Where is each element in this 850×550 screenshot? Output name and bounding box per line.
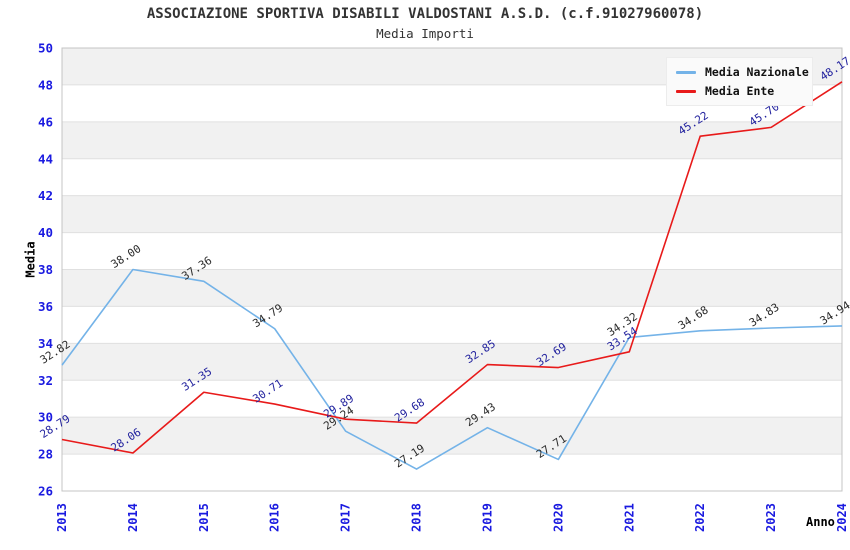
x-tick-2013: 2013	[55, 503, 69, 532]
y-tick-42: 42	[38, 188, 53, 203]
legend-swatch-media-ente-icon	[676, 89, 696, 93]
series-line-media-nazionale	[61, 268, 843, 470]
y-tick-36: 36	[38, 299, 53, 314]
y-tick-46: 46	[38, 114, 53, 129]
x-tick-2015: 2015	[197, 503, 211, 532]
x-tick-2014: 2014	[126, 503, 140, 532]
chart-subtitle: Media Importi	[376, 26, 474, 41]
y-tick-40: 40	[38, 225, 53, 240]
y-axis-title: Media	[23, 241, 38, 278]
x-tick-2021: 2021	[622, 503, 636, 532]
x-tick-2017: 2017	[339, 503, 353, 532]
x-tick-2019: 2019	[480, 503, 494, 532]
legend: Media Nazionale Media Ente	[666, 57, 813, 106]
legend-item-media-nazionale: Media Nazionale	[676, 65, 809, 79]
x-axis-title: Anno	[806, 515, 835, 529]
y-tick-32: 32	[38, 373, 53, 388]
x-tick-2020: 2020	[551, 503, 565, 532]
y-tick-34: 34	[38, 336, 53, 351]
y-tick-44: 44	[38, 151, 53, 166]
x-tick-2016: 2016	[268, 503, 282, 532]
y-tick-48: 48	[38, 77, 53, 92]
plot-band	[62, 195, 842, 233]
y-tick-38: 38	[38, 262, 53, 277]
legend-item-media-ente: Media Ente	[676, 84, 803, 98]
chart-title: ASSOCIAZIONE SPORTIVA DISABILI VALDOSTAN…	[146, 6, 704, 22]
x-tick-2018: 2018	[410, 503, 424, 532]
series-line-media-ente	[61, 81, 843, 454]
y-tick-26: 26	[38, 484, 53, 499]
y-tick-28: 28	[38, 447, 53, 462]
plot-band	[62, 343, 842, 381]
legend-swatch-media-nazionale-icon	[676, 70, 696, 74]
plot-border	[61, 47, 843, 492]
legend-label-media-nazionale: Media Nazionale	[705, 65, 809, 79]
plot-band	[62, 306, 842, 344]
plot-band	[62, 269, 842, 307]
plot-band	[62, 380, 842, 418]
y-tick-50: 50	[38, 41, 53, 56]
y-tick-30: 30	[38, 410, 53, 425]
legend-label-media-ente: Media Ente	[705, 84, 775, 98]
plot-band	[62, 158, 842, 196]
x-tick-2023: 2023	[764, 503, 778, 532]
plot-band	[62, 121, 842, 159]
plot-band	[62, 232, 842, 270]
x-tick-2022: 2022	[693, 503, 707, 532]
x-tick-2024: 2024	[835, 503, 849, 532]
plot-band	[62, 454, 842, 491]
